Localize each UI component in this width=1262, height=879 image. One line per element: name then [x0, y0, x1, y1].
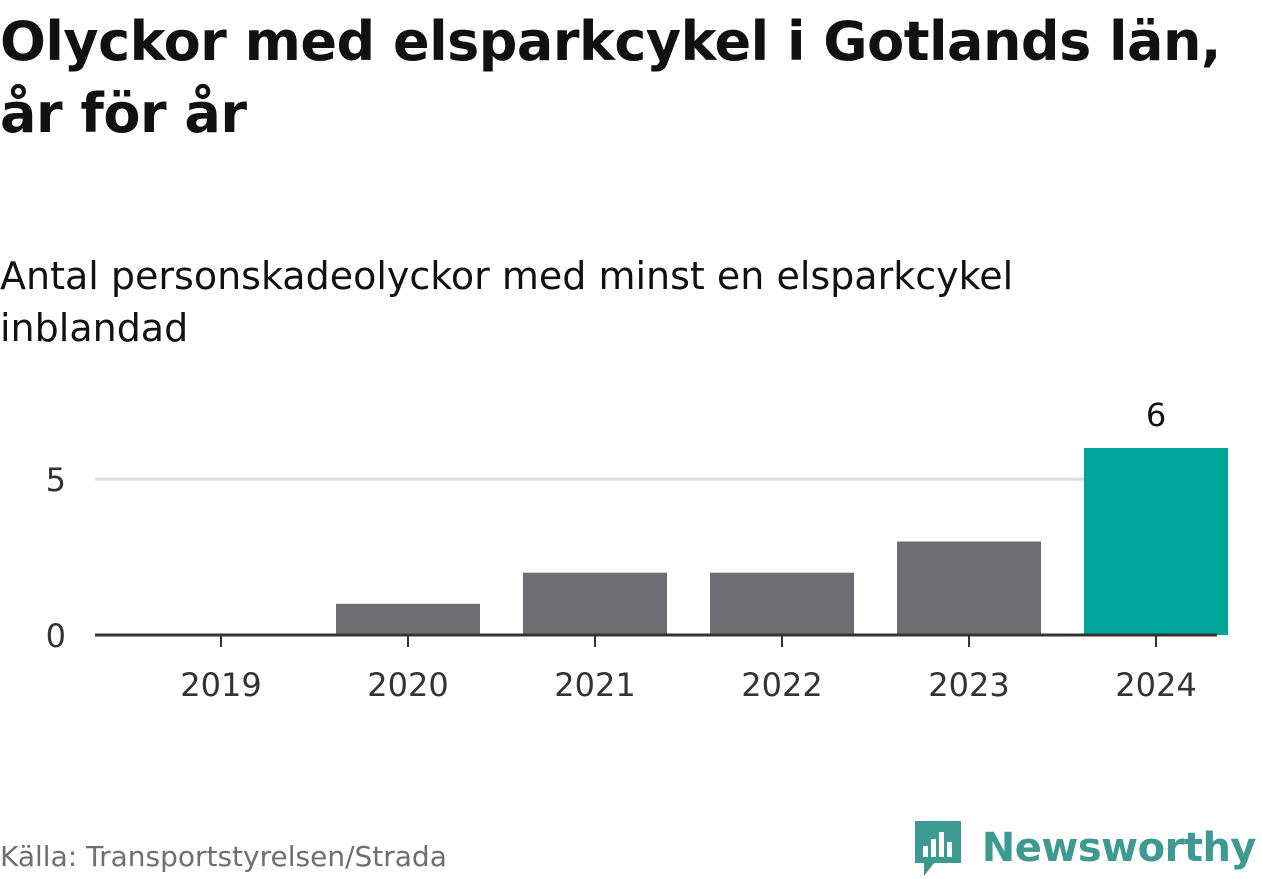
chart-subtitle: Antal personskadeolyckor med minst en el… — [0, 254, 1014, 350]
x-tick-label-2021: 2021 — [554, 666, 635, 704]
newsworthy-chat-bars-icon — [914, 821, 961, 876]
x-tick-label-2024: 2024 — [1115, 666, 1196, 704]
bar-chart: 0 5 2019 2020 2021 2022 2023 2024 6 — [46, 396, 1228, 704]
bar-2020 — [336, 603, 480, 635]
bar-2022 — [710, 572, 854, 635]
x-tick-label-2023: 2023 — [928, 666, 1009, 704]
newsworthy-logo: Newsworthy — [912, 818, 1257, 878]
brand-name: Newsworthy — [981, 825, 1257, 871]
x-tick-label-2019: 2019 — [180, 666, 261, 704]
y-tick-label-0: 0 — [46, 617, 66, 655]
bar-2023 — [897, 541, 1041, 635]
x-tick-label-2022: 2022 — [741, 666, 822, 704]
x-tick-label-2020: 2020 — [367, 666, 448, 704]
chart-title: Olyckor med elsparkcykel i Gotlands län,… — [0, 10, 1221, 145]
y-tick-label-5: 5 — [46, 461, 66, 499]
bar-2021 — [523, 572, 667, 635]
bar-2024 — [1084, 448, 1228, 635]
source-note: Källa: Transportstyrelsen/Strada — [0, 840, 447, 873]
data-label-2024: 6 — [1146, 396, 1166, 434]
